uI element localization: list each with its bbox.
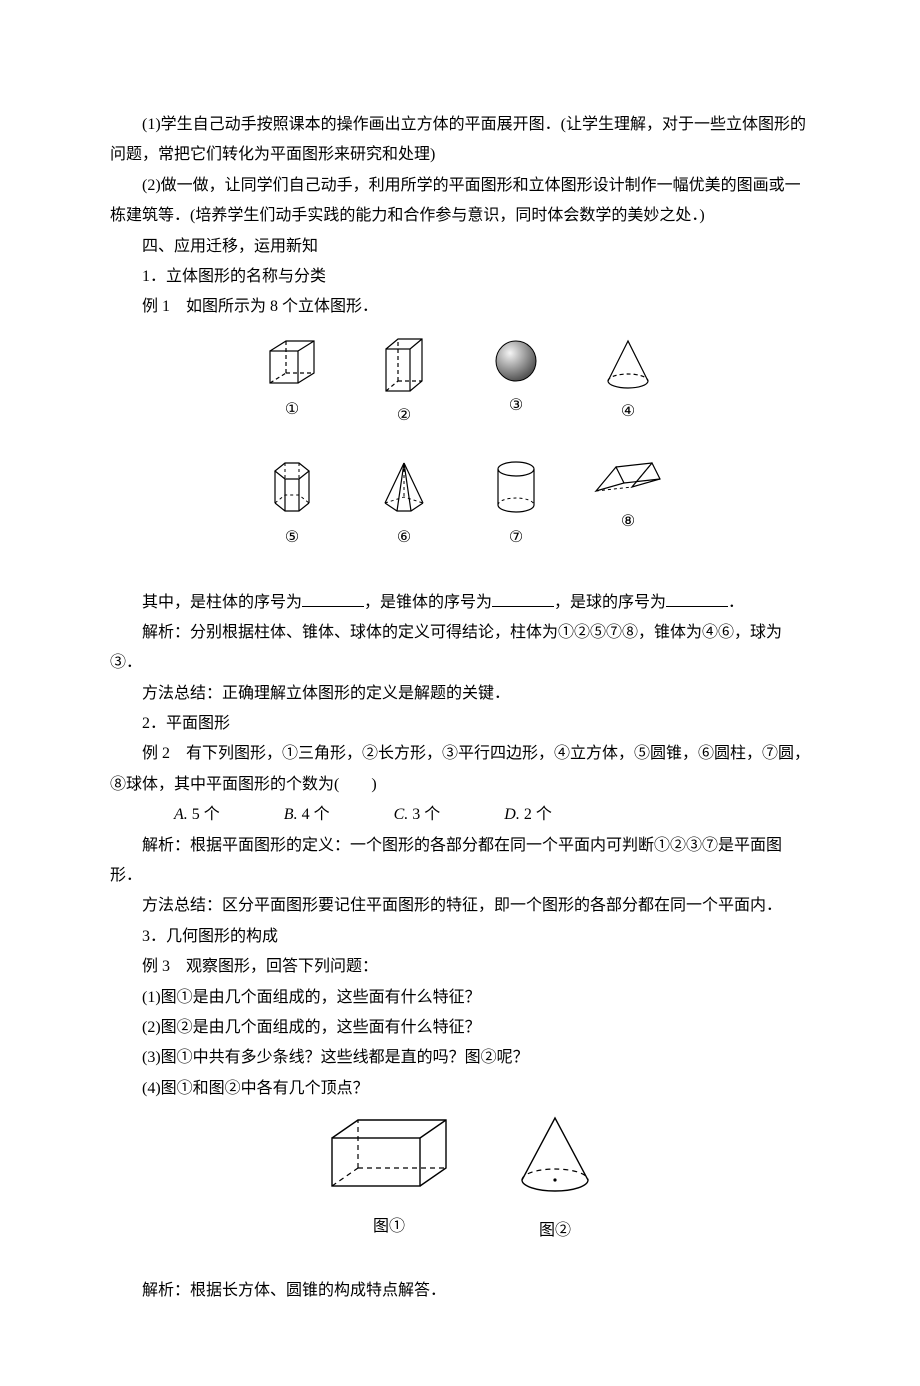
fig-pyramid: ⑥	[368, 459, 440, 553]
fig-cone: ④	[592, 337, 664, 431]
blank-text-c: ，是球的序号为	[554, 594, 666, 611]
hex-prism-icon	[267, 459, 317, 517]
pyramid-icon	[379, 459, 429, 517]
fig-label-1: ①	[256, 395, 328, 425]
options-row: A. 5 个 B. 4 个 C. 3 个 D. 2 个	[110, 800, 810, 830]
fig-tri-prism: ⑧	[592, 459, 664, 553]
example-2-method: 方法总结：区分平面图形要记住平面图形的特征，即一个图形的各部分都在同一个平面内．	[110, 891, 810, 921]
cuboid-icon	[382, 337, 426, 395]
bigfig-cuboid: 图①	[324, 1114, 454, 1246]
paragraph-2: (2)做一做，让同学们自己动手，利用所学的平面图形和立体图形设计制作一幅优美的图…	[110, 171, 810, 232]
question-2: (2)图②是由几个面组成的，这些面有什么特征？	[110, 1013, 810, 1043]
fig-cube: ①	[256, 337, 328, 431]
tri-prism-icon	[592, 459, 664, 501]
cube-icon	[264, 337, 320, 389]
question-3: (3)图①中共有多少条线？这些线都是直的吗？图②呢？	[110, 1043, 810, 1073]
example-3-stem: 例 3 观察图形，回答下列问题：	[110, 952, 810, 982]
subsection-1-title: 1．立体图形的名称与分类	[110, 262, 810, 292]
blank-text-b: ，是锥体的序号为	[364, 594, 492, 611]
example-2-analysis: 解析：根据平面图形的定义：一个图形的各部分都在同一个平面内可判断①②③⑦是平面图…	[110, 831, 810, 892]
figure-row-3: 图① 图②	[110, 1114, 810, 1246]
option-D: D. 2 个	[472, 800, 552, 830]
section-4-heading: 四、应用迁移，运用新知	[110, 232, 810, 262]
fill-blank-line: 其中，是柱体的序号为 ，是锥体的序号为 ，是球的序号为 ．	[110, 588, 810, 618]
question-1: (1)图①是由几个面组成的，这些面有什么特征？	[110, 983, 810, 1013]
fig-label-4: ④	[592, 397, 664, 427]
example-2-stem: 例 2 有下列图形，①三角形，②长方形，③平行四边形，④立方体，⑤圆锥，⑥圆柱，…	[110, 739, 810, 800]
fig-label-8: ⑧	[592, 507, 664, 537]
subsection-2-title: 2．平面图形	[110, 709, 810, 739]
subsection-3-title: 3．几何图形的构成	[110, 922, 810, 952]
figure-row-1: ① ② ③	[110, 337, 810, 431]
figure-row-2: ⑤ ⑥ ⑦	[110, 459, 810, 553]
fig-cuboid: ②	[368, 337, 440, 431]
blank-2	[492, 590, 554, 607]
cone-icon	[602, 337, 654, 391]
fig-cylinder: ⑦	[480, 459, 552, 553]
fig-label-5: ⑤	[256, 523, 328, 553]
blank-period: ．	[728, 594, 744, 611]
blank-1	[302, 590, 364, 607]
sphere-icon	[492, 337, 540, 385]
fig-label-7: ⑦	[480, 523, 552, 553]
option-B: B. 4 个	[252, 800, 330, 830]
fig-label-2: ②	[368, 401, 440, 431]
document-page: (1)学生自己动手按照课本的操作画出立方体的平面展开图．(让学生理解，对于一些立…	[0, 0, 920, 1386]
bigfig-label-1: 图①	[324, 1212, 454, 1242]
cuboid-large-icon	[324, 1114, 454, 1194]
bigfig-cone: 图②	[514, 1114, 596, 1246]
fig-sphere: ③	[480, 337, 552, 431]
blank-3	[666, 590, 728, 607]
fig-label-3: ③	[480, 391, 552, 421]
cylinder-icon	[493, 459, 539, 517]
option-C: C. 3 个	[362, 800, 441, 830]
paragraph-1: (1)学生自己动手按照课本的操作画出立方体的平面展开图．(让学生理解，对于一些立…	[110, 110, 810, 171]
blank-text-a: 其中，是柱体的序号为	[142, 594, 302, 611]
cone-large-icon	[514, 1114, 596, 1198]
example-1-analysis: 解析：分别根据柱体、锥体、球体的定义可得结论，柱体为①②⑤⑦⑧，锥体为④⑥，球为…	[110, 618, 810, 679]
option-A: A. 5 个	[142, 800, 220, 830]
example-1-method: 方法总结：正确理解立体图形的定义是解题的关键．	[110, 679, 810, 709]
example-1-stem: 例 1 如图所示为 8 个立体图形．	[110, 292, 810, 322]
question-4: (4)图①和图②中各有几个顶点？	[110, 1074, 810, 1104]
bigfig-label-2: 图②	[514, 1216, 596, 1246]
fig-label-6: ⑥	[368, 523, 440, 553]
fig-hex-prism: ⑤	[256, 459, 328, 553]
